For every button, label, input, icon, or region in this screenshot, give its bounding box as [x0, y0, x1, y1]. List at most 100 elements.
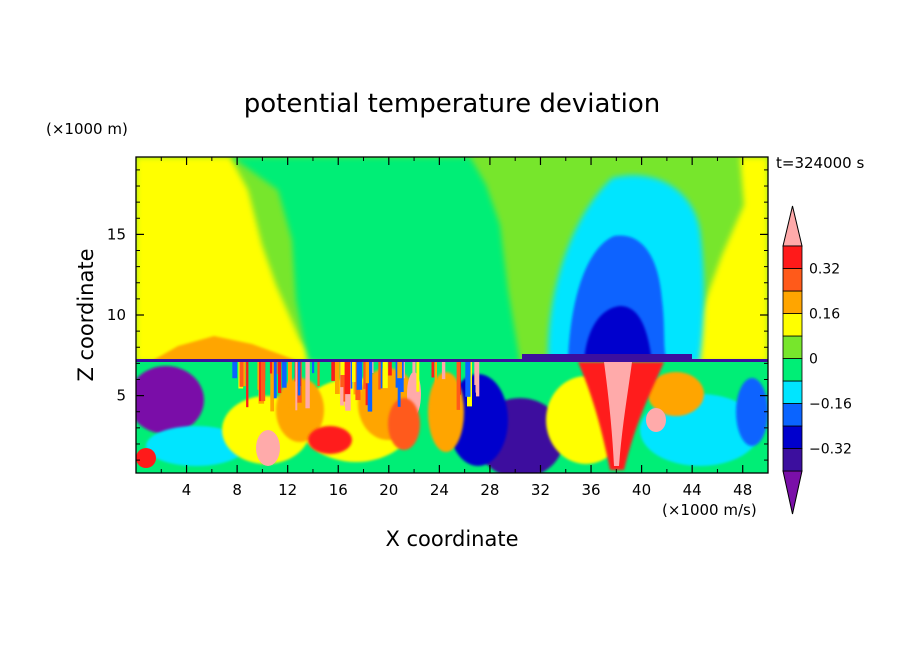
x-tick-label: 40 [632, 481, 651, 499]
x-tick-label: 48 [733, 481, 752, 499]
interface-spikes [232, 362, 480, 412]
interface-line [136, 359, 768, 362]
interface-spike [352, 362, 356, 382]
colorbar-swatch [782, 268, 803, 292]
x-units-label: (×1000 m/s) [662, 501, 757, 519]
colorbar-swatch [782, 335, 803, 359]
colorbar-swatch [782, 403, 803, 427]
interface-spike [278, 362, 282, 394]
x-tick-label: 8 [232, 481, 242, 499]
interface-spike [363, 362, 366, 389]
colorbar-swatch [782, 425, 803, 449]
blue-blob-right [736, 378, 768, 446]
red-blob-a [308, 426, 352, 454]
interface-spike [456, 362, 461, 410]
x-tick-label: 44 [683, 481, 702, 499]
colorbar-arrow-top [782, 205, 803, 247]
interface-spike [331, 362, 335, 381]
colorbar-swatch [782, 380, 803, 404]
colorbar-swatch [782, 358, 803, 382]
blue-blob-center [448, 374, 508, 466]
interface-spike [312, 362, 315, 374]
colorbar-label: −0.16 [809, 397, 852, 413]
y-units-label: (×1000 m) [46, 120, 128, 138]
interface-spike [273, 362, 277, 399]
interface-spike [431, 362, 435, 378]
interface-spike [465, 362, 471, 397]
interface-spike [476, 362, 480, 397]
colorbar-swatch [782, 245, 803, 269]
interface-spike [416, 362, 420, 392]
colorbar-label: 0.16 [809, 307, 840, 323]
y-tick-label: 10 [107, 306, 126, 324]
interface-spike [305, 362, 310, 409]
interface-spike [365, 362, 369, 384]
colorbar: 0.32 0.16 0 −0.16 −0.32 [782, 205, 852, 515]
x-tick-label: 28 [480, 481, 499, 499]
colorbar-label: 0 [809, 352, 818, 368]
interface-spike [378, 362, 381, 390]
interface-spike [242, 362, 246, 387]
colorbar-arrow-bottom [782, 470, 803, 515]
interface-spike [397, 362, 402, 379]
interface-spike [246, 362, 249, 408]
interface-spike [295, 362, 298, 411]
interface-spike [269, 362, 273, 374]
interface-spike [340, 362, 347, 375]
colorbar-swatch [782, 313, 803, 337]
interface-spike [434, 362, 437, 389]
y-tick-label: 5 [116, 387, 126, 405]
orange-blob-c [428, 372, 464, 452]
interface-spike [367, 362, 373, 412]
interface-spike [350, 362, 353, 389]
interface-spike [270, 362, 275, 412]
pink-blob-right [646, 408, 666, 432]
yellow-region-right [690, 157, 768, 362]
interface-purple-cap [522, 354, 692, 360]
interface-spike [344, 362, 351, 395]
orange-band [150, 336, 300, 362]
y-axis-title: Z coordinate [74, 248, 98, 381]
y-axis: 5 10 15 [107, 169, 768, 461]
colorbar-swatch [782, 448, 803, 472]
colorbar-swatch [782, 290, 803, 314]
colorbar-label: 0.32 [809, 262, 840, 278]
interface-spike [297, 362, 301, 396]
x-tick-label: 4 [182, 481, 192, 499]
x-tick-label: 36 [581, 481, 600, 499]
interface-spike [281, 362, 287, 388]
interface-spike [441, 362, 446, 380]
pink-plume [604, 362, 632, 466]
interface-spike [239, 362, 244, 387]
interface-spike [388, 362, 392, 376]
contour-field [136, 157, 768, 473]
purple-blob-left [136, 366, 204, 434]
interface-spike [317, 362, 320, 386]
interface-spike [412, 362, 416, 398]
red-blob-b [388, 398, 420, 450]
y-tick-label: 15 [107, 225, 126, 243]
yellow-region-left [136, 157, 320, 362]
x-axis-title: X coordinate [385, 527, 518, 551]
x-axis: 4 8 12 16 20 24 28 32 36 40 44 48 [160, 157, 752, 499]
interface-spike [356, 362, 363, 390]
interface-spike [232, 362, 238, 379]
pink-blob-left [256, 430, 280, 466]
interface-spike [288, 362, 292, 408]
interface-spike [379, 362, 383, 389]
darkblue-lobe [584, 306, 652, 362]
orange-blob-d [648, 372, 704, 416]
interface-spike [335, 362, 340, 394]
chart-title: potential temperature deviation [244, 89, 660, 119]
x-tick-label: 16 [329, 481, 348, 499]
x-tick-label: 12 [278, 481, 297, 499]
red-blob-c [136, 448, 156, 468]
time-label: t=324000 s [776, 154, 864, 172]
interface-spike [382, 362, 388, 389]
x-tick-label: 24 [430, 481, 449, 499]
cyan-blob-left [146, 426, 246, 466]
x-tick-label: 32 [531, 481, 550, 499]
teal-region-upper [232, 157, 520, 362]
